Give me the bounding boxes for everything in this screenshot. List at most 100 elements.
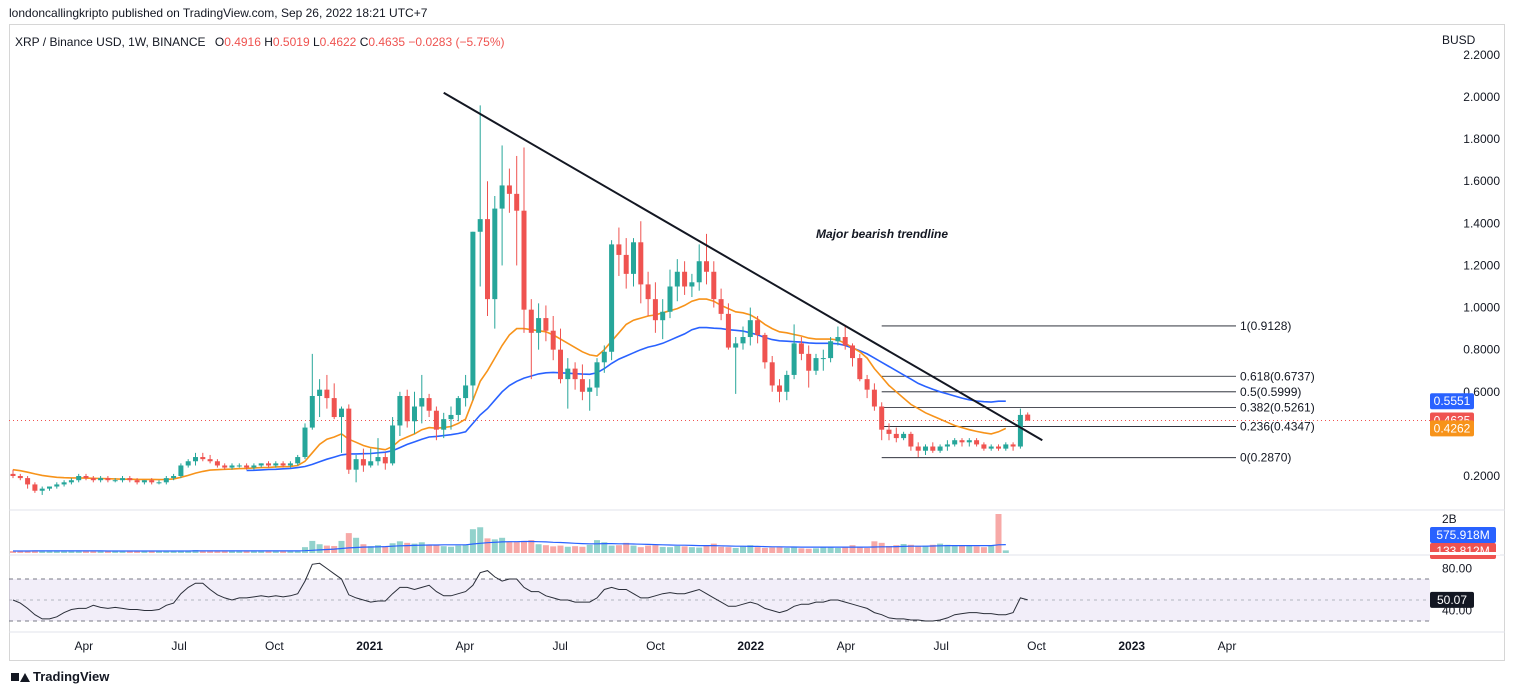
candle: [974, 438, 980, 447]
candle: [448, 406, 454, 430]
candle-body: [324, 389, 330, 399]
volume-bar: [258, 551, 265, 553]
volume-bar: [389, 543, 396, 553]
volume-bar: [214, 551, 221, 553]
candle-body: [258, 463, 264, 466]
candle-body: [572, 368, 578, 380]
candle-body: [711, 271, 717, 300]
candle: [1010, 442, 1016, 451]
candle-body: [959, 440, 965, 443]
candle: [266, 461, 271, 468]
candle: [499, 145, 505, 266]
candle: [842, 326, 848, 350]
candle-body: [492, 208, 498, 300]
volume-bar: [53, 551, 60, 553]
volume-bar: [68, 551, 75, 553]
volume-bar: [535, 544, 542, 553]
candle-body: [828, 341, 834, 359]
tradingview-branding[interactable]: TradingView: [11, 669, 109, 684]
candle: [718, 288, 724, 321]
candle: [835, 326, 841, 346]
candle: [806, 345, 812, 388]
candle-body: [477, 219, 483, 232]
volume-badge: 133.812M: [1430, 543, 1496, 559]
candle-body: [317, 389, 323, 396]
chart-frame: [9, 24, 1505, 661]
candle-body: [857, 358, 863, 380]
candle: [433, 406, 439, 441]
candle-body: [105, 478, 111, 481]
candle-body: [171, 476, 177, 479]
candle: [193, 452, 198, 466]
volume-bar: [601, 542, 608, 553]
volume-bar: [710, 543, 717, 553]
candle-body: [514, 193, 520, 211]
volume-bar: [177, 550, 184, 553]
price-tick-label: 1.0000: [1463, 301, 1500, 315]
candle-body: [966, 440, 972, 443]
price-tick-label: 0.2000: [1463, 469, 1500, 483]
candle: [777, 379, 782, 403]
candle-body: [930, 446, 936, 451]
time-tick-label: 2023: [1118, 639, 1145, 653]
volume-bar: [929, 544, 936, 553]
candle: [295, 454, 301, 466]
volume-bar: [440, 546, 447, 553]
volume-bar: [776, 547, 783, 553]
candle: [382, 452, 388, 470]
volume-bar: [375, 545, 381, 553]
rsi-line: [12, 562, 1028, 622]
volume-bar: [360, 544, 367, 553]
volume-bar: [97, 551, 104, 553]
candle: [273, 461, 279, 468]
candle: [258, 463, 264, 468]
symbol-label[interactable]: XRP / Binance USD, 1W, BINANCE: [15, 35, 206, 49]
candle-body: [32, 484, 38, 491]
candle-body: [638, 242, 644, 285]
price-tick-label: 1.6000: [1463, 174, 1500, 188]
candle: [463, 374, 469, 407]
candle-body: [864, 379, 870, 390]
candle-body: [127, 478, 133, 481]
candle-body: [579, 379, 585, 392]
candle-body: [47, 486, 52, 489]
volume-bar: [754, 547, 761, 553]
volume-bar: [163, 551, 170, 553]
currency-label: BUSD: [1442, 33, 1476, 47]
candle-body: [901, 433, 907, 439]
candle-body: [667, 286, 673, 312]
fib-level-label: 0.382(0.5261): [1240, 400, 1315, 414]
candle: [711, 261, 717, 308]
candle-body: [587, 387, 593, 392]
candle: [244, 463, 250, 470]
candle-body: [813, 358, 819, 371]
volume-bar: [652, 545, 659, 553]
volume-bar: [396, 541, 403, 553]
time-tick-label: Apr: [1218, 639, 1237, 653]
volume-bar: [229, 551, 235, 553]
volume-bar: [367, 546, 374, 553]
candle-body: [1025, 414, 1031, 421]
candle-body: [404, 395, 410, 422]
candle: [83, 473, 89, 481]
candle-body: [54, 484, 60, 487]
candle-body: [90, 478, 96, 481]
volume-bar: [718, 546, 725, 553]
volume-bar: [141, 551, 148, 553]
candle: [178, 463, 184, 479]
volume-bar: [594, 540, 600, 553]
time-tick-label: Apr: [837, 639, 856, 653]
candle: [368, 448, 374, 468]
candle-body: [390, 425, 396, 464]
price-badge: 0.5551: [1430, 393, 1474, 410]
candle: [565, 358, 571, 409]
candle: [915, 442, 921, 458]
volume-bar: [462, 544, 469, 553]
candle-body: [236, 465, 242, 467]
open-value: 0.4916: [224, 35, 261, 49]
candle: [579, 364, 585, 401]
volume-bar: [280, 551, 287, 553]
volume-bar: [455, 545, 462, 553]
